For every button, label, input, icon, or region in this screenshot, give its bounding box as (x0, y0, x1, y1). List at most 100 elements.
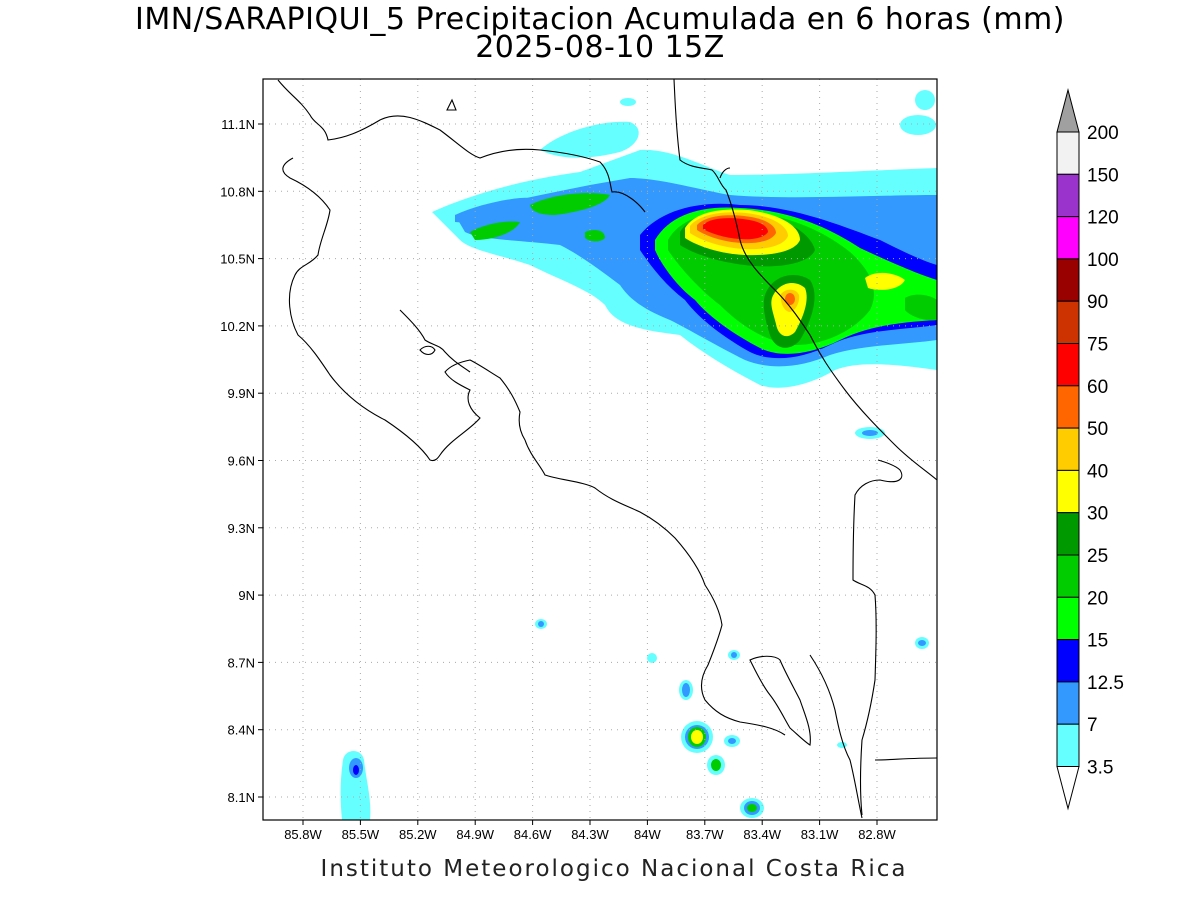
coastline-borders (277, 78, 938, 819)
lon-tick-label: 83.4W (743, 827, 781, 842)
colorbar-swatch (1056, 216, 1080, 260)
graticule (263, 79, 937, 820)
lat-tick-label: 10.8N (220, 184, 255, 199)
precip-cell-ne2 (900, 115, 936, 135)
colorbar-lower-triangle (1056, 766, 1080, 811)
precipitation-shading (340, 90, 937, 820)
colorbar-label: 7 (1087, 715, 1098, 736)
latitude-axis: 11.1N 10.8N 10.5N 10.2N 9.9N 9.6N 9.3N 9N 8.7N 8.… (220, 117, 263, 805)
nicaragua-border (277, 79, 646, 213)
precip-west-green (470, 221, 520, 240)
lon-tick-label: 82.8W (858, 827, 896, 842)
panama-coast (809, 654, 863, 819)
lon-tick-label: 85.8W (284, 827, 322, 842)
colorbar-label: 12.5 (1087, 673, 1124, 694)
lon-tick-label: 83.7W (686, 827, 724, 842)
precip-east-blob (865, 272, 905, 290)
colorbar-label: 20 (1087, 588, 1108, 609)
precip-cell-b (647, 653, 657, 663)
colorbar-label: 60 (1087, 377, 1108, 398)
lon-tick-label: 83.1W (801, 827, 839, 842)
caribbean-coast (673, 78, 938, 481)
colorbar-swatch (1056, 343, 1080, 387)
colorbar-swatch (1056, 512, 1080, 556)
lat-tick-label: 10.5N (220, 252, 255, 267)
lon-tick-label: 84W (634, 827, 661, 842)
lat-tick-label: 9.9N (228, 386, 255, 401)
colorbar-swatch (1056, 258, 1080, 302)
rio-san-juan (719, 167, 731, 179)
colorbar-label: 120 (1087, 208, 1119, 229)
lon-tick-label: 84.3W (571, 827, 609, 842)
precip-west-green-2 (530, 193, 610, 215)
precip-cell-ne (915, 90, 935, 110)
lon-tick-label: 84.9W (456, 827, 494, 842)
colorbar-label: 150 (1087, 165, 1119, 186)
colorbar-label: 15 (1087, 631, 1108, 652)
precip-cell-f4 (691, 730, 703, 744)
precip-blob-nw (540, 121, 639, 158)
colorbar-swatch (1056, 131, 1080, 175)
colorbar-swatch (1056, 681, 1080, 725)
colorbar-swatch (1056, 173, 1080, 218)
colorbar-swatch (1056, 596, 1080, 641)
precip-cell-a2 (538, 621, 544, 627)
precip-cell-n (620, 98, 636, 106)
lat-tick-label: 9.3N (228, 521, 255, 536)
precip-core-60 (703, 218, 768, 240)
precip-cell-c2 (731, 652, 737, 658)
colorbar-label: 100 (1087, 250, 1119, 271)
precip-west-green-3 (585, 230, 605, 242)
colorbar-label: 25 (1087, 546, 1108, 567)
lat-tick-label: 9.6N (228, 454, 255, 469)
colorbar-swatch (1056, 300, 1080, 345)
precip-cell-e2 (682, 683, 690, 697)
colorbar-label: 3.5 (1087, 758, 1113, 779)
precip-cell-h2 (711, 759, 721, 771)
osa-peninsula (749, 655, 811, 746)
precip-east-blob-2 (905, 294, 937, 321)
lat-tick-label: 10.2N (220, 319, 255, 334)
colorbar-label: 50 (1087, 419, 1108, 440)
colorbar-swatch (1056, 639, 1080, 683)
precip-cell-j (837, 742, 847, 748)
precip-cell-sw3 (353, 765, 359, 775)
colorbar-swatch (1056, 427, 1080, 471)
pacific-coast-north (282, 157, 786, 736)
colorbar-label: 75 (1087, 335, 1108, 356)
lake-nicaragua-islet (446, 98, 457, 111)
nicoya-gulf-island (419, 345, 436, 356)
lon-tick-label: 84.6W (514, 827, 552, 842)
colorbar-swatch (1056, 723, 1080, 768)
lat-tick-label: 11.1N (221, 117, 255, 132)
lat-tick-label: 8.7N (228, 655, 255, 670)
map-subtitle: 2025-08-10 15Z (475, 30, 725, 65)
map-title: IMN/SARAPIQUI_5 Precipitacion Acumulada … (135, 2, 1065, 37)
precip-cell-i3 (747, 804, 757, 812)
colorbar-label: 30 (1087, 504, 1108, 525)
precip-cell-g2 (728, 738, 736, 744)
colorbar-swatch (1056, 469, 1080, 514)
colorbar: 200 150 120 100 90 75 60 50 40 30 25 20 15 12.5 7 3.5 (1056, 88, 1124, 811)
map-plot: 85.8W 85.5W 85.2W 84.9W 84.6W 84.3W 84W 83.7W 83… (220, 78, 938, 842)
footer-credit: Instituto Meteorologico Nacional Costa R… (320, 856, 908, 882)
lat-tick-label: 8.4N (228, 723, 255, 738)
colorbar-label: 90 (1087, 292, 1108, 313)
longitude-axis: 85.8W 85.5W 85.2W 84.9W 84.6W 84.3W 84W 83.7W 83… (284, 820, 897, 842)
precip-west-streak (455, 197, 538, 223)
panama-pacific (874, 757, 938, 761)
nicoya-inner (399, 309, 471, 373)
lat-tick-label: 9N (238, 588, 255, 603)
lon-tick-label: 85.5W (342, 827, 380, 842)
colorbar-label: 200 (1087, 123, 1119, 144)
lon-tick-label: 85.2W (399, 827, 437, 842)
lat-tick-label: 8.1N (228, 790, 255, 805)
precip-cell-mid2 (862, 430, 878, 436)
panama-border (852, 459, 903, 816)
precip-core-secondary-50 (785, 293, 795, 305)
colorbar-upper-triangle (1056, 88, 1080, 133)
colorbar-swatch (1056, 385, 1080, 429)
plot-frame (262, 78, 938, 821)
precip-cell-d2 (918, 640, 926, 646)
